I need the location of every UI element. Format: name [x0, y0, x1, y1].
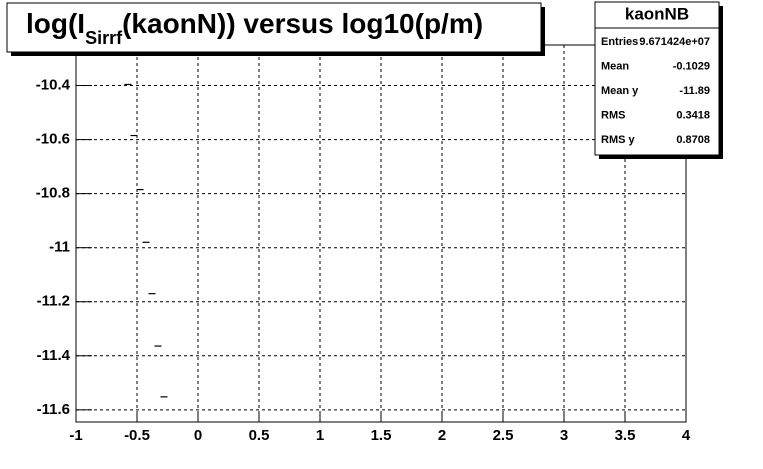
chart-title: log(ISirrf(kaonN)) versus log10(p/m) [26, 8, 483, 47]
title-box [6, 2, 542, 53]
x-tick-label: 4 [682, 427, 691, 444]
x-tick-label: 0 [194, 427, 202, 444]
x-tick-label: 1 [316, 427, 324, 444]
x-tick-label: 1.5 [371, 427, 392, 444]
stats-label: Mean [601, 60, 629, 72]
y-tick-label: -11.6 [37, 401, 70, 418]
stats-label: Mean y [601, 85, 639, 97]
title-text: log(I [26, 8, 85, 39]
x-tick-label: 2 [438, 427, 446, 444]
stats-value: -0.1029 [673, 60, 710, 72]
title-text: (kaonN)) versus log10(p/m) [122, 8, 483, 39]
y-tick-label: -10.6 [36, 131, 70, 148]
y-tick-label: -10.8 [36, 185, 70, 202]
stats-value: 9.671424e+07 [639, 36, 710, 48]
stats-label: Entries [601, 36, 638, 48]
stats-value: 0.3418 [676, 109, 710, 121]
plot-area: -1 -0.5 0 0.5 1 1.5 2 2.5 3 3.5 4 -10.4 -10.6 -10.8 -1… [36, 45, 691, 444]
y-tick-label: -10.4 [36, 77, 71, 94]
stats-label: RMS [601, 109, 625, 121]
x-tick-label: 2.5 [493, 427, 514, 444]
y-tick-label: -11.4 [37, 347, 71, 364]
y-tick-label: -11 [49, 239, 70, 256]
stats-title: kaonNB [625, 4, 689, 23]
stats-box [594, 1, 720, 156]
x-tick-label: -0.5 [124, 427, 150, 444]
y-tick-label: -11.2 [37, 293, 70, 310]
x-tick-label: 0.5 [249, 427, 270, 444]
stats-value: -11.89 [679, 85, 710, 97]
x-tick-label: -1 [69, 427, 82, 444]
stats-rows: Entries 9.671424e+07 Mean -0.1029 Mean y -11.… [601, 36, 710, 146]
title-subscript: Sirrf [85, 28, 123, 48]
stats-label: RMS y [601, 134, 636, 146]
x-tick-label: 3.5 [615, 427, 636, 444]
x-tick-label: 3 [560, 427, 568, 444]
stats-value: 0.8708 [676, 134, 710, 146]
